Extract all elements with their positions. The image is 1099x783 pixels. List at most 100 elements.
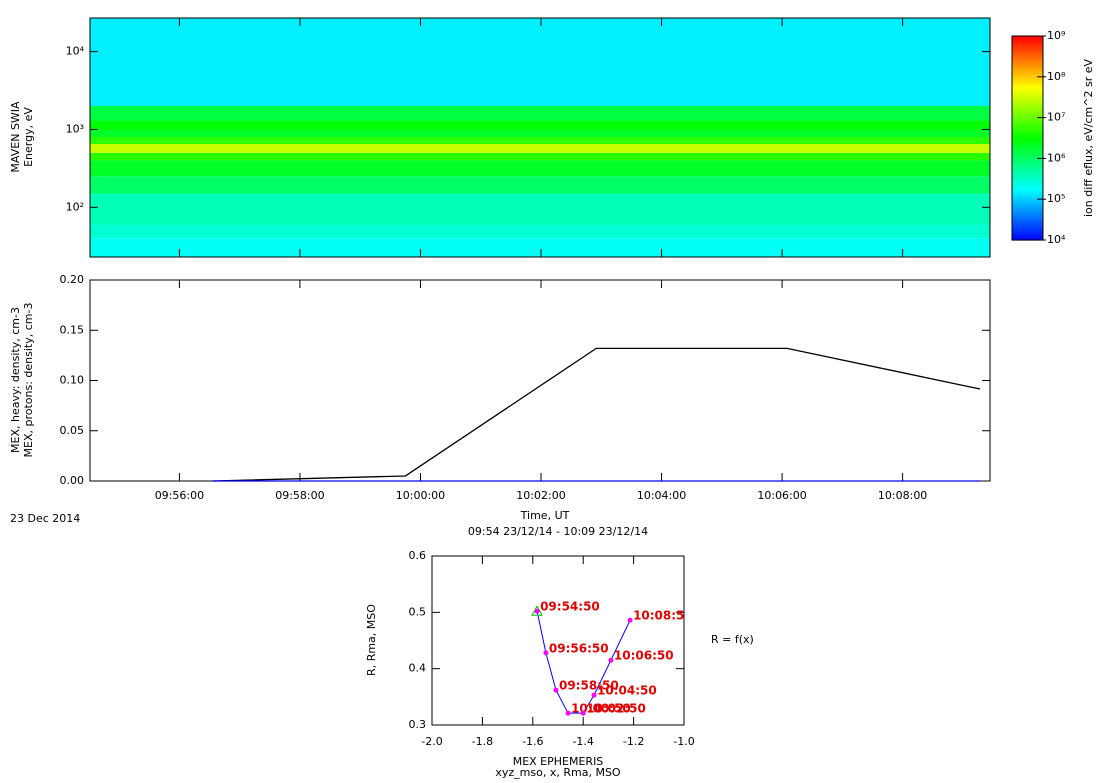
colorbar-frame bbox=[1011, 35, 1044, 241]
point-label: 09:58:50 bbox=[559, 679, 619, 693]
point-marker bbox=[534, 608, 540, 614]
colorbar-step bbox=[1012, 207, 1043, 210]
colorbar-step bbox=[1012, 38, 1043, 41]
y-axis-label: Energy, eV bbox=[22, 107, 35, 167]
spectrogram-band bbox=[90, 152, 990, 161]
x-axis-label: xyz_mso, x, Rma, MSO bbox=[495, 766, 621, 779]
colorbar-tick-label: 10⁴ bbox=[1047, 233, 1066, 246]
x-tick-label: -2.0 bbox=[421, 735, 442, 748]
colorbar-step bbox=[1012, 235, 1043, 239]
colorbar-step bbox=[1012, 56, 1043, 60]
x-axis-label: MEX EPHEMERIS bbox=[513, 755, 604, 768]
point-label: 10:08:50 bbox=[633, 609, 693, 623]
colorbar-step bbox=[1012, 125, 1043, 129]
colorbar-step bbox=[1012, 237, 1043, 241]
colorbar-step bbox=[1012, 99, 1043, 102]
y-axis-label: R, Rma, MSO bbox=[365, 604, 378, 676]
colorbar-step bbox=[1012, 95, 1043, 98]
point-marker bbox=[608, 657, 614, 663]
colorbar-step bbox=[1012, 54, 1043, 57]
data-line bbox=[212, 347, 981, 482]
point-marker bbox=[580, 710, 586, 716]
colorbar-tick-label: 10⁵ bbox=[1047, 192, 1065, 205]
colorbar-step bbox=[1012, 170, 1043, 174]
colorbar-step bbox=[1012, 217, 1043, 221]
colorbar-step bbox=[1012, 154, 1043, 157]
colorbar-step bbox=[1012, 184, 1043, 188]
colorbar-step bbox=[1012, 160, 1043, 164]
colorbar-step bbox=[1012, 127, 1043, 131]
colorbar-step bbox=[1012, 111, 1043, 115]
colorbar-step bbox=[1012, 113, 1043, 117]
y-tick-label: 0.3 bbox=[409, 718, 427, 731]
x-tick-label: 09:58:00 bbox=[275, 489, 324, 502]
colorbar-step bbox=[1012, 36, 1043, 39]
colorbar-step bbox=[1012, 150, 1043, 153]
x-tick-label: 10:04:00 bbox=[637, 489, 686, 502]
x-tick-label: -1.0 bbox=[673, 735, 694, 748]
colorbar-step bbox=[1012, 84, 1043, 88]
colorbar-step bbox=[1012, 199, 1043, 202]
colorbar-step bbox=[1012, 219, 1043, 223]
spectrogram-band bbox=[90, 129, 990, 137]
colorbar-step bbox=[1012, 225, 1043, 229]
colorbar-step bbox=[1012, 227, 1043, 231]
colorbar-step bbox=[1012, 191, 1043, 194]
plot-area: 09:54:50 09:56:50 09:58:50 10:00:5010:02:50… bbox=[531, 600, 693, 716]
colorbar-step bbox=[1012, 180, 1043, 184]
colorbar-step bbox=[1012, 162, 1043, 166]
colorbar-step bbox=[1012, 203, 1043, 206]
spectrogram-band bbox=[90, 238, 990, 257]
legend-entry: MEX, protons: density, cm-3 bbox=[22, 303, 35, 458]
colorbar-step bbox=[1012, 148, 1043, 151]
colorbar-step bbox=[1012, 229, 1043, 233]
colorbar-step bbox=[1012, 105, 1043, 108]
colorbar-step bbox=[1012, 97, 1043, 100]
colorbar-step bbox=[1012, 156, 1043, 159]
colorbar-step bbox=[1012, 138, 1043, 141]
y-tick-label: 0.15 bbox=[60, 323, 85, 336]
y-tick-label: 0.6 bbox=[409, 549, 427, 562]
colorbar-tick-label: 10⁸ bbox=[1047, 70, 1066, 83]
colorbar-step bbox=[1012, 195, 1043, 198]
colorbar-step bbox=[1012, 50, 1043, 53]
plot-frame bbox=[89, 17, 991, 258]
point-label: 10:02:50 bbox=[586, 702, 646, 716]
chart-title: 09:54 23/12/14 - 10:09 23/12/14 bbox=[468, 525, 648, 538]
colorbar-step bbox=[1012, 109, 1043, 113]
colorbar-step bbox=[1012, 123, 1043, 127]
colorbar-step bbox=[1012, 211, 1043, 215]
colorbar-step bbox=[1012, 231, 1043, 235]
colorbar-step bbox=[1012, 131, 1043, 135]
colorbar-step bbox=[1012, 46, 1043, 49]
spectrogram-band bbox=[90, 144, 990, 153]
colorbar-step bbox=[1012, 197, 1043, 200]
colorbar-step bbox=[1012, 168, 1043, 172]
colorbar-tick-label: 10⁶ bbox=[1047, 151, 1066, 164]
date-label: 23 Dec 2014 bbox=[10, 512, 80, 525]
colorbar-step bbox=[1012, 40, 1043, 43]
colorbar-step bbox=[1012, 70, 1043, 74]
start-marker bbox=[531, 605, 543, 616]
y-tick-label: 0.00 bbox=[60, 474, 85, 487]
colorbar-step bbox=[1012, 215, 1043, 219]
colorbar-step bbox=[1012, 133, 1043, 137]
spectrogram-band bbox=[90, 106, 990, 121]
spectrogram-band bbox=[90, 120, 990, 130]
colorbar-step bbox=[1012, 176, 1043, 180]
x-tick-label: 10:00:00 bbox=[396, 489, 445, 502]
colorbar-step bbox=[1012, 186, 1043, 190]
colorbar-step bbox=[1012, 182, 1043, 186]
legend-entry: MEX, heavy: density, cm-3 bbox=[9, 307, 22, 453]
colorbar-step bbox=[1012, 78, 1043, 82]
colorbar-step bbox=[1012, 101, 1043, 104]
y-tick-label: 0.10 bbox=[60, 374, 85, 387]
colorbar-step bbox=[1012, 189, 1043, 192]
x-tick-label: 10:02:00 bbox=[516, 489, 565, 502]
colorbar-step bbox=[1012, 233, 1043, 237]
y-tick-label: 0.20 bbox=[60, 273, 85, 286]
colorbar-step bbox=[1012, 146, 1043, 149]
spectrogram-band bbox=[90, 160, 990, 177]
colorbar-step bbox=[1012, 129, 1043, 133]
point-label: 10:04:50 bbox=[597, 684, 657, 698]
